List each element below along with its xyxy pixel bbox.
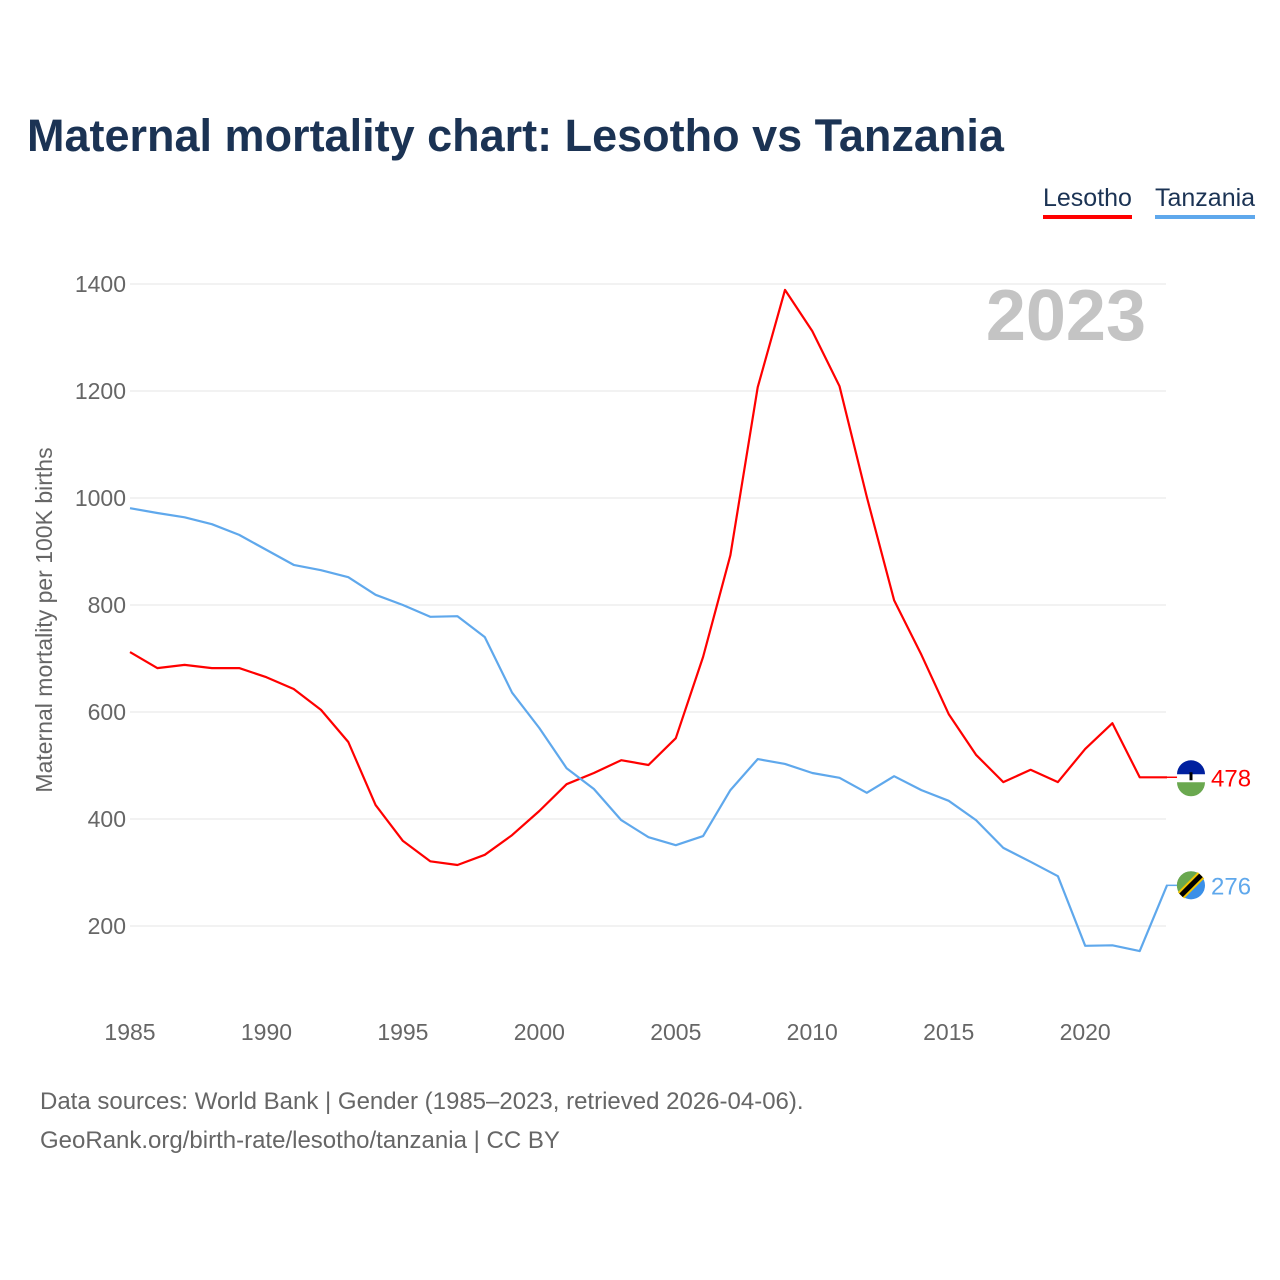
y-tick-label: 600: [88, 699, 126, 725]
series-line-tanzania: [129, 507, 1169, 953]
x-tick-label: 2005: [650, 1019, 701, 1045]
y-tick-label: 800: [88, 592, 126, 618]
end-value-label: 276: [1211, 873, 1251, 900]
y-tick-label: 1400: [75, 271, 126, 297]
series-line-lesotho: [129, 288, 1167, 867]
y-tick-label: 200: [88, 913, 126, 939]
y-tick-label: 400: [88, 806, 126, 832]
legend-tanzania[interactable]: Tanzania: [1155, 184, 1256, 219]
x-tick-label: 2020: [1060, 1019, 1111, 1045]
lesotho-flag-blue: [1177, 760, 1205, 775]
x-tick-label: 2015: [923, 1019, 974, 1045]
source-text: Data sources: World Bank | Gender (1985–…: [40, 1088, 804, 1115]
y-tick-label: 1000: [75, 485, 126, 511]
y-axis-label: Maternal mortality per 100K births: [31, 447, 57, 792]
legend-lesotho[interactable]: Lesotho: [1043, 184, 1132, 219]
x-tick-label: 2000: [514, 1019, 565, 1045]
lesotho-flag-green: [1177, 782, 1205, 797]
end-value-label: 478: [1211, 765, 1251, 792]
y-tick-label: 1200: [75, 378, 126, 404]
year-watermark: 2023: [986, 276, 1146, 356]
x-tick-label: 2010: [787, 1019, 838, 1045]
x-tick-label: 1995: [377, 1019, 428, 1045]
tanzania-flag-black: [1179, 873, 1203, 898]
x-tick-label: 1985: [104, 1019, 155, 1045]
lesotho-flag-hat: [1189, 772, 1193, 781]
source-link[interactable]: GeoRank.org/birth-rate/lesotho/tanzania …: [40, 1127, 560, 1154]
x-tick-label: 1990: [241, 1019, 292, 1045]
chart-title: Maternal mortality chart: Lesotho vs Tan…: [27, 110, 1004, 161]
